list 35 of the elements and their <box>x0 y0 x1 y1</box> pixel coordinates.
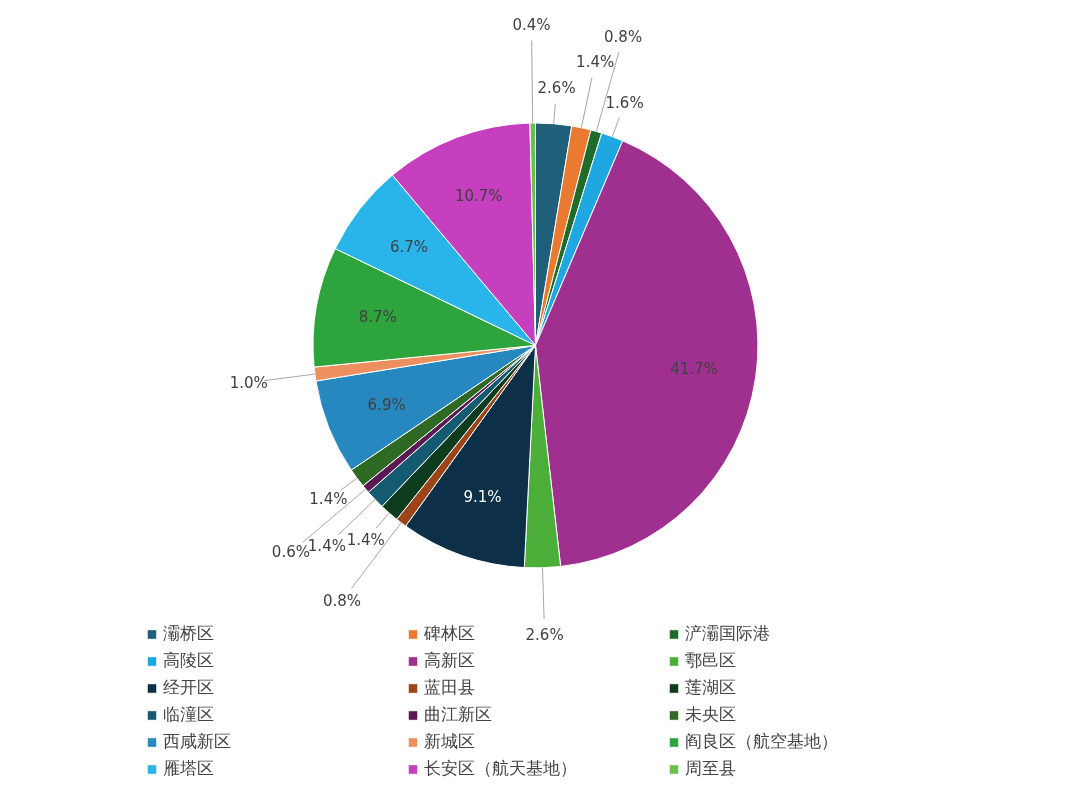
data-label: 9.1% <box>463 487 502 506</box>
legend-label: 高新区 <box>423 649 476 672</box>
data-label: 0.6% <box>271 543 310 562</box>
legend-label: 经开区 <box>162 676 215 699</box>
data-label: 6.7% <box>390 238 429 257</box>
legend-label: 曲江新区 <box>423 703 493 726</box>
data-label: 6.9% <box>367 395 406 414</box>
legend-label: 灞桥区 <box>162 622 215 645</box>
data-label: 0.4% <box>512 16 551 34</box>
legend-label: 莲湖区 <box>684 676 737 699</box>
data-label: 1.6% <box>605 94 644 113</box>
data-label: 0.8% <box>322 591 362 610</box>
legend-label: 周至县 <box>684 757 737 780</box>
legend-label: 未央区 <box>684 703 737 726</box>
data-label: 8.7% <box>358 308 397 327</box>
legend-label: 碑林区 <box>423 623 475 643</box>
data-label: 1.4% <box>309 490 348 509</box>
legend-label: 新城区 <box>423 730 476 753</box>
data-label: 10.7% <box>454 186 503 205</box>
data-label: 41.7% <box>670 359 718 378</box>
data-label: 1.4% <box>576 53 615 72</box>
data-label: 0.8% <box>604 28 643 47</box>
legend-label: 西咸新区 <box>162 730 232 753</box>
legend-label: 蓝田县 <box>423 676 476 699</box>
legend-label: 浐灞国际港 <box>684 622 771 645</box>
legend-label: 临潼区 <box>162 703 215 726</box>
data-label: 2.6% <box>525 625 564 644</box>
legend-label: 阎良区（航空基地） <box>684 730 839 753</box>
data-label: 2.6% <box>537 79 576 98</box>
legend-label: 高陵区 <box>162 649 215 672</box>
data-label: 1.0% <box>229 373 268 392</box>
legend-label: 雁塔区 <box>162 757 215 780</box>
legend-label: 长安区（航天基地） <box>423 757 578 780</box>
data-label: 1.4% <box>346 530 385 549</box>
legend-label: 鄠邑区 <box>684 649 737 672</box>
